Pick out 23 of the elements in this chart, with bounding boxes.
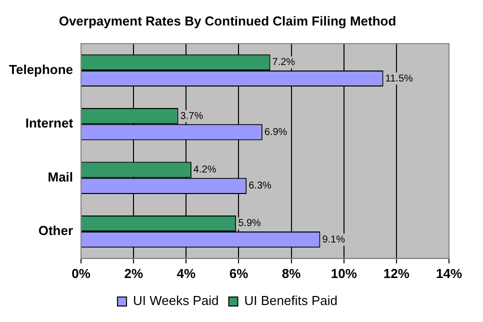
data-label: 6.3%: [248, 180, 272, 192]
x-tick-label: 4%: [176, 266, 196, 281]
x-tick-label: 12%: [383, 266, 410, 281]
data-label: 5.9%: [238, 218, 262, 230]
y-tick-label: Internet: [25, 116, 74, 131]
data-label: 3.7%: [180, 110, 204, 122]
y-tick-label: Other: [38, 223, 74, 238]
y-tick-label: Telephone: [8, 62, 74, 78]
data-label: 11.5%: [385, 73, 414, 84]
data-label: 6.9%: [264, 126, 288, 138]
y-tick-label: Mail: [48, 169, 74, 184]
legend-label: UI Benefits Paid: [244, 293, 338, 308]
data-label: 4.2%: [193, 164, 216, 176]
chart-title: Overpayment Rates By Continued Claim Filing Method: [58, 13, 396, 28]
legend-label: UI Weeks Paid: [133, 293, 219, 308]
x-tick-label: 6%: [229, 266, 249, 281]
x-tick-label: 2%: [124, 266, 144, 281]
x-tick-label: 14%: [436, 266, 462, 281]
data-label: 7.2%: [272, 57, 296, 68]
x-tick-label: 0%: [72, 266, 91, 281]
data-label: 9.1%: [322, 234, 346, 246]
x-tick-label: 8%: [282, 266, 302, 281]
x-tick-label: 10%: [330, 266, 358, 281]
